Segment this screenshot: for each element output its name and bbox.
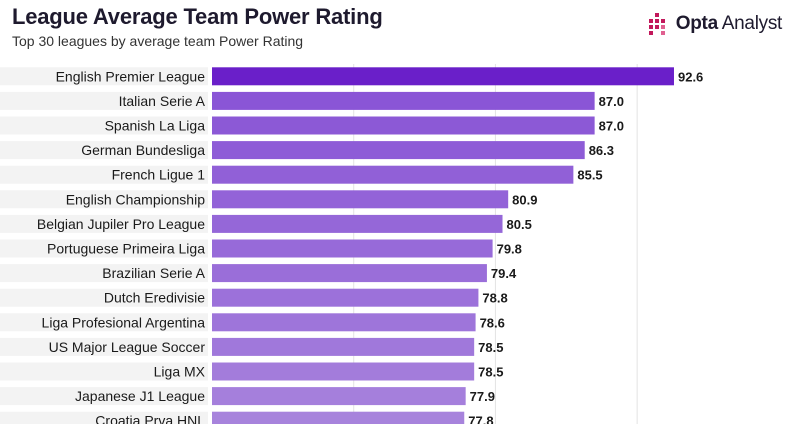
category-label: Croatia Prva HNL [95,413,205,424]
value-label: 78.8 [482,291,507,306]
label-band [0,239,208,258]
label-band [0,141,208,160]
category-label: Italian Serie A [119,93,206,109]
category-label: German Bundesliga [81,142,205,158]
label-band [0,387,208,406]
label-band [0,91,208,110]
label-band [0,337,208,356]
chart-subtitle: Top 30 leagues by average team Power Rat… [12,33,304,49]
bar [212,239,493,258]
value-label: 78.5 [478,340,503,355]
opta-dots-logo-icon [648,13,665,35]
bar [212,411,465,424]
value-label: 87.0 [599,119,624,134]
bar [212,264,487,283]
category-label: Liga MX [154,364,206,380]
label-band [0,165,208,184]
label-band [0,362,208,381]
category-label: Spanish La Liga [105,118,206,134]
value-label: 78.6 [480,315,505,330]
bar [212,387,466,406]
category-label: English Premier League [56,68,206,84]
category-label: Japanese J1 League [75,388,205,404]
category-label: US Major League Soccer [49,339,206,355]
bar [212,288,479,307]
category-label: Belgian Jupiler Pro League [37,216,205,232]
brand-logo: Opta Analyst [646,12,782,36]
label-band [0,67,208,86]
brand-name: Opta Analyst [675,13,783,35]
value-label: 80.9 [512,192,537,207]
category-label: Portuguese Primeira Liga [47,241,205,257]
label-band [0,411,208,424]
value-label: 77.8 [468,414,493,424]
label-band [0,313,208,332]
value-label: 77.9 [470,389,495,404]
category-label: French Ligue 1 [112,167,206,183]
bar [212,141,585,160]
brand-name-light: Analyst [717,13,783,34]
value-label: 85.5 [577,168,602,183]
value-label: 87.0 [599,94,624,109]
bar [212,362,475,381]
bar [212,214,503,233]
category-label: Brazilian Serie A [102,265,205,281]
value-label: 79.8 [497,242,522,257]
brand-name-bold: Opta [675,13,718,34]
bar [212,313,476,332]
label-band [0,264,208,283]
label-band [0,214,208,233]
label-band [0,288,208,307]
value-label: 92.6 [678,69,703,84]
value-label: 80.5 [507,217,532,232]
category-label: Liga Profesional Argentina [42,314,206,330]
label-band [0,190,208,209]
bar [212,337,475,356]
value-label: 86.3 [589,143,614,158]
bar [212,91,595,110]
category-label: Dutch Eredivisie [104,290,205,306]
label-band [0,116,208,135]
chart-title: League Average Team Power Rating [12,4,383,29]
bar [212,116,595,135]
value-label: 78.5 [478,365,503,380]
bar [212,165,574,184]
bar [212,190,509,209]
category-label: English Championship [66,191,206,207]
value-label: 79.4 [491,266,517,281]
bar [212,67,674,86]
